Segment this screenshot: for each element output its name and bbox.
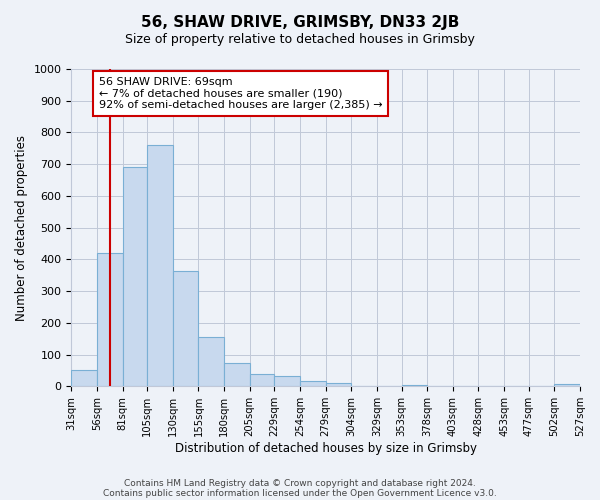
Bar [300, 380, 326, 386]
Bar [401, 385, 427, 386]
X-axis label: Distribution of detached houses by size in Grimsby: Distribution of detached houses by size … [175, 442, 476, 455]
Text: 56, SHAW DRIVE, GRIMSBY, DN33 2JB: 56, SHAW DRIVE, GRIMSBY, DN33 2JB [141, 15, 459, 30]
Bar [250, 374, 274, 386]
Y-axis label: Number of detached properties: Number of detached properties [15, 134, 28, 320]
Text: Contains HM Land Registry data © Crown copyright and database right 2024.: Contains HM Land Registry data © Crown c… [124, 478, 476, 488]
Bar [173, 270, 199, 386]
Bar [199, 337, 224, 386]
Bar [97, 253, 122, 386]
Bar [147, 145, 173, 386]
Bar [554, 384, 580, 386]
Text: 56 SHAW DRIVE: 69sqm
← 7% of detached houses are smaller (190)
92% of semi-detac: 56 SHAW DRIVE: 69sqm ← 7% of detached ho… [99, 77, 383, 110]
Bar [71, 370, 97, 386]
Bar [274, 376, 300, 386]
Bar [326, 383, 351, 386]
Bar [122, 168, 147, 386]
Text: Contains public sector information licensed under the Open Government Licence v3: Contains public sector information licen… [103, 488, 497, 498]
Bar [224, 362, 250, 386]
Text: Size of property relative to detached houses in Grimsby: Size of property relative to detached ho… [125, 32, 475, 46]
